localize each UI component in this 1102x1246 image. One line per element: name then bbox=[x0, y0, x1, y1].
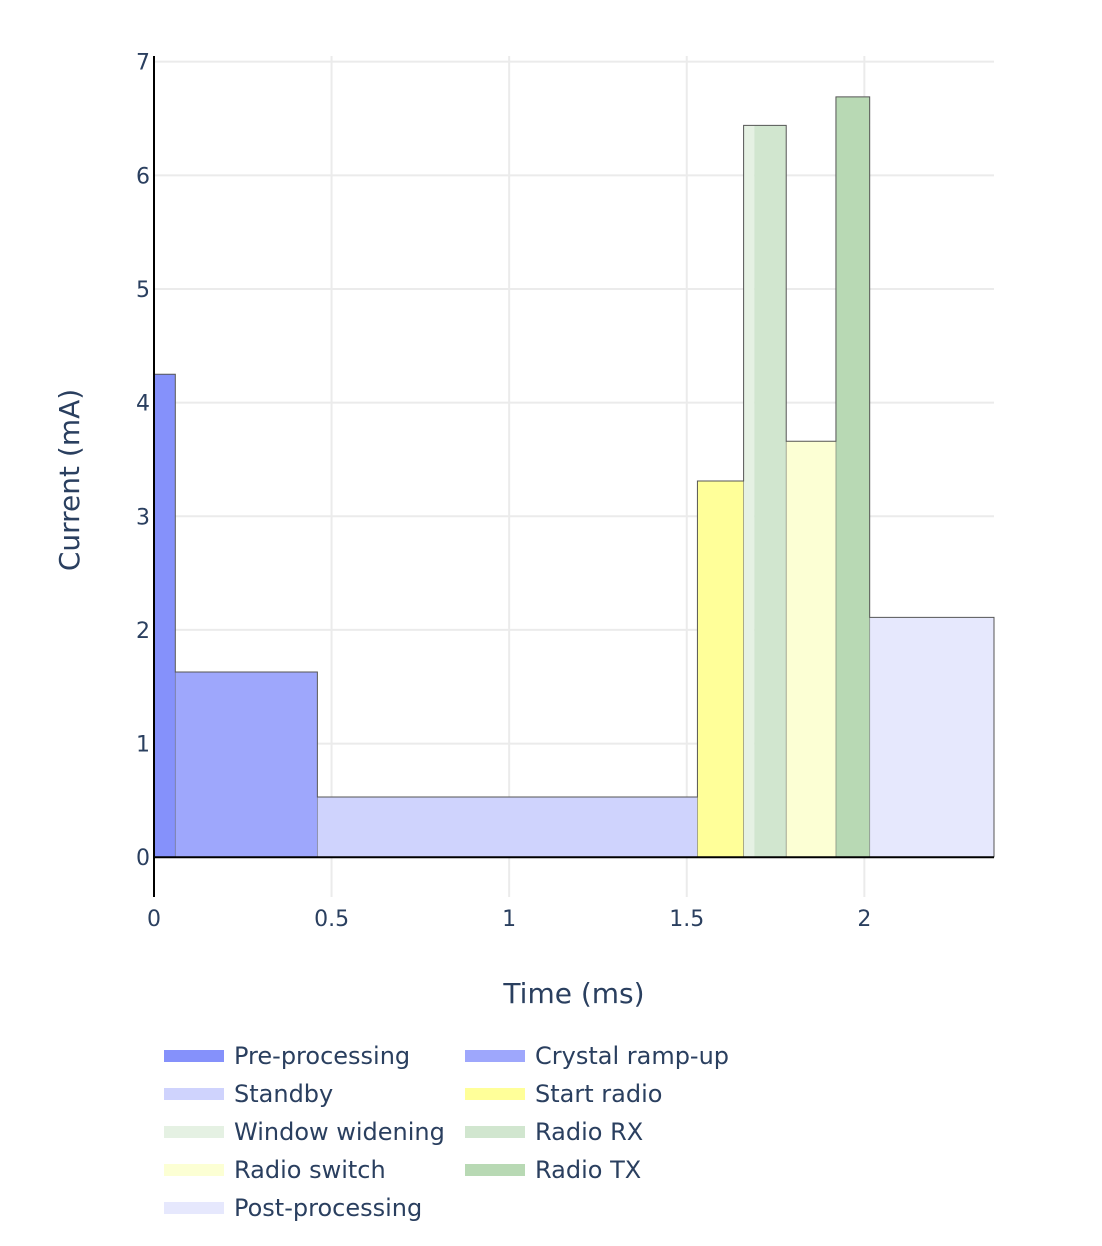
bar-radio-rx bbox=[754, 125, 787, 858]
legend-label: Post-processing bbox=[234, 1194, 422, 1222]
bar-standby bbox=[317, 796, 698, 858]
legend-label: Crystal ramp-up bbox=[535, 1042, 729, 1070]
legend: Pre-processing Crystal ramp-up Standby Star… bbox=[164, 1042, 729, 1222]
y-tick-label: 7 bbox=[136, 51, 150, 76]
y-axis-title: Current (mA) bbox=[53, 389, 86, 571]
y-tick-label: 2 bbox=[136, 619, 150, 644]
y-tick-labels: 0 1 2 3 4 5 6 7 bbox=[136, 51, 150, 872]
x-tick-labels: 0 0.5 1 1.5 2 bbox=[147, 907, 871, 932]
legend-label: Radio RX bbox=[535, 1118, 643, 1146]
legend-item: Standby bbox=[164, 1080, 333, 1108]
legend-swatch bbox=[465, 1126, 525, 1138]
x-tick-label: 2 bbox=[857, 907, 871, 932]
legend-swatch bbox=[465, 1164, 525, 1176]
legend-item: Start radio bbox=[465, 1080, 662, 1108]
legend-label: Radio switch bbox=[234, 1156, 386, 1184]
bar-radio-tx bbox=[835, 96, 870, 858]
legend-item: Radio switch bbox=[164, 1156, 386, 1184]
bar-post-processing bbox=[869, 617, 994, 858]
legend-swatch bbox=[164, 1164, 224, 1176]
legend-swatch bbox=[164, 1202, 224, 1214]
x-tick-label: 1.5 bbox=[669, 907, 704, 932]
y-tick-label: 0 bbox=[136, 846, 150, 871]
legend-swatch bbox=[465, 1088, 525, 1100]
x-tick-label: 0.5 bbox=[314, 907, 349, 932]
legend-swatch bbox=[164, 1088, 224, 1100]
legend-swatch bbox=[465, 1050, 525, 1062]
bar-start-radio bbox=[697, 481, 744, 858]
bar-pre-processing bbox=[154, 374, 176, 858]
legend-label: Start radio bbox=[535, 1080, 662, 1108]
legend-label: Standby bbox=[234, 1080, 333, 1108]
y-tick-label: 1 bbox=[136, 733, 150, 758]
legend-swatch bbox=[164, 1126, 224, 1138]
legend-item: Post-processing bbox=[164, 1194, 422, 1222]
legend-label: Window widening bbox=[234, 1118, 445, 1146]
legend-item: Radio RX bbox=[465, 1118, 643, 1146]
bar-crystal-ramp-up bbox=[175, 671, 318, 858]
legend-swatch bbox=[164, 1050, 224, 1062]
legend-label: Pre-processing bbox=[234, 1042, 410, 1070]
y-tick-label: 6 bbox=[136, 164, 150, 189]
legend-item: Pre-processing bbox=[164, 1042, 410, 1070]
x-axis-title: Time (ms) bbox=[502, 977, 644, 1010]
bar-window-widening bbox=[743, 125, 755, 858]
bar-radio-switch bbox=[786, 441, 836, 858]
legend-item: Crystal ramp-up bbox=[465, 1042, 729, 1070]
bars bbox=[153, 96, 995, 858]
x-tick-label: 0 bbox=[147, 907, 161, 932]
legend-item: Window widening bbox=[164, 1118, 445, 1146]
legend-item: Radio TX bbox=[465, 1156, 641, 1184]
y-tick-label: 4 bbox=[136, 392, 150, 417]
y-tick-label: 5 bbox=[136, 278, 150, 303]
legend-label: Radio TX bbox=[535, 1156, 641, 1184]
y-tick-label: 3 bbox=[136, 505, 150, 530]
axes bbox=[153, 56, 994, 897]
x-tick-label: 1 bbox=[502, 907, 516, 932]
